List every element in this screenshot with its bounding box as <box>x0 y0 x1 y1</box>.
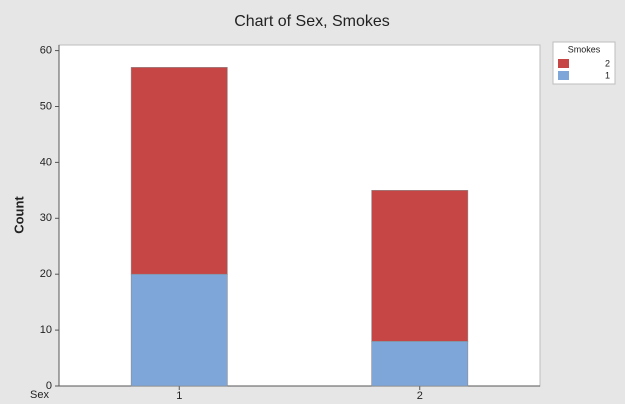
x-axis-label: Sex <box>30 389 49 401</box>
y-tick-label: 40 <box>40 156 52 168</box>
legend-swatch <box>558 59 569 68</box>
y-tick-label: 50 <box>40 100 52 112</box>
y-tick-label: 20 <box>40 268 52 280</box>
bar-segment <box>371 340 469 387</box>
chart-title: Chart of Sex, Smokes <box>234 13 390 30</box>
legend-swatch <box>558 71 569 80</box>
bar-segment <box>130 67 228 275</box>
x-tick-label: 1 <box>176 390 182 402</box>
y-tick-label: 0 <box>46 380 52 392</box>
y-tick-label: 10 <box>40 324 52 336</box>
bar-segment <box>130 273 228 387</box>
y-tick-label: 30 <box>40 212 52 224</box>
y-axis-label: Count <box>11 196 26 234</box>
legend-label: 1 <box>605 70 610 80</box>
x-tick-label: 2 <box>417 390 423 402</box>
legend-label: 2 <box>605 58 610 68</box>
bar-segment <box>371 190 469 342</box>
legend-title: Smokes <box>568 44 601 54</box>
y-tick-label: 60 <box>40 44 52 56</box>
